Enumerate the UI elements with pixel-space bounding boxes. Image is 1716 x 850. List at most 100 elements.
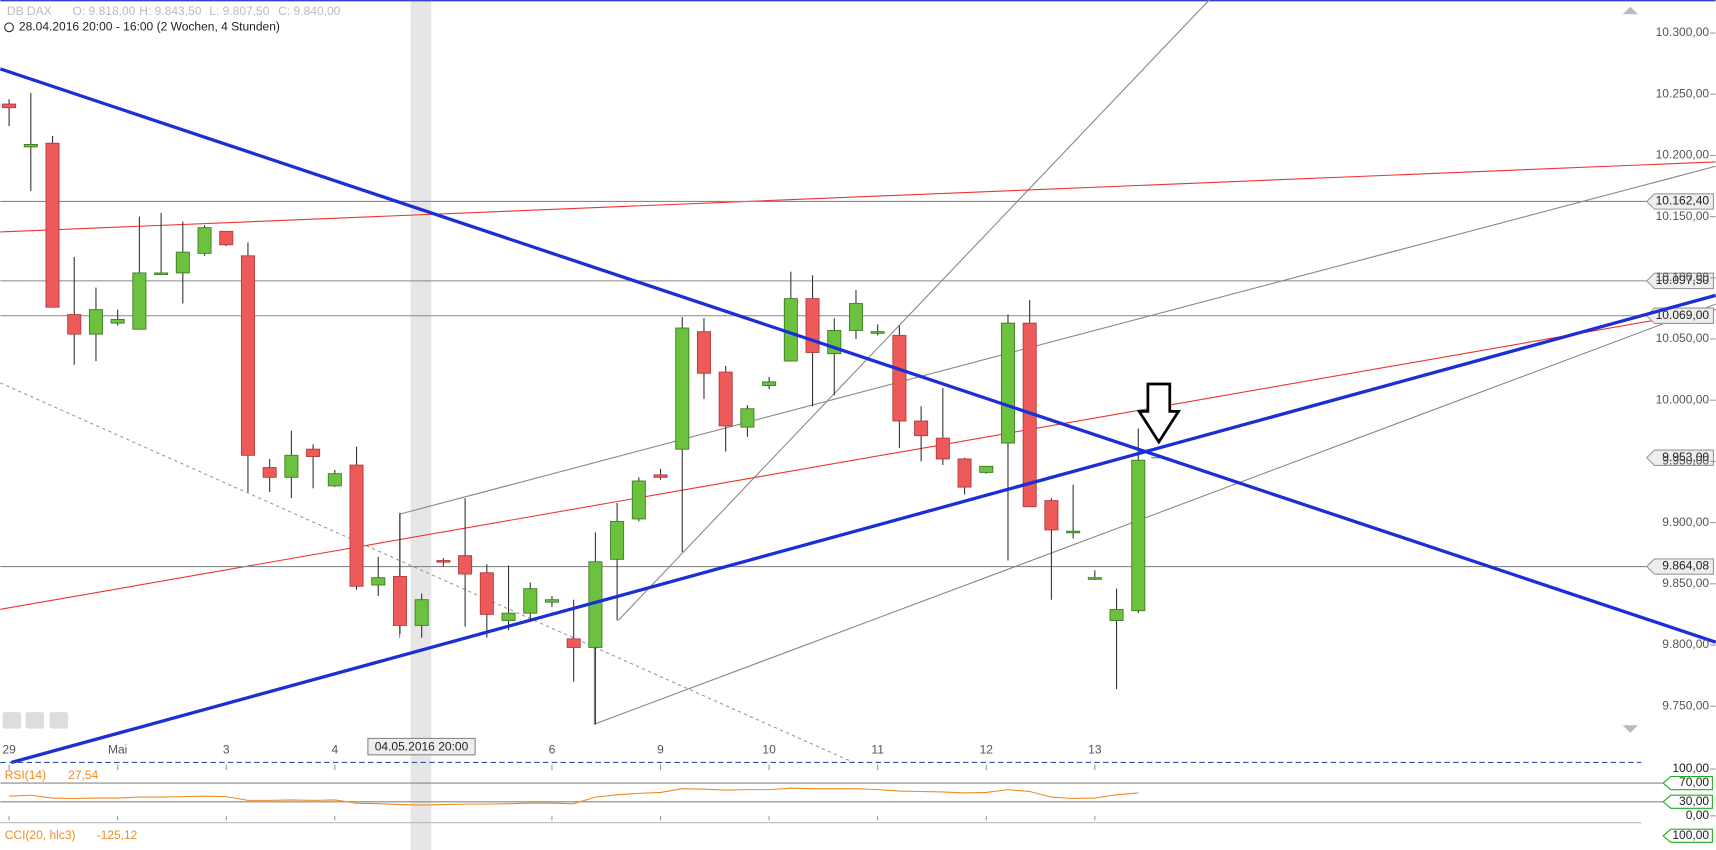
x-tick-label: 13	[1088, 743, 1102, 757]
bull-body	[110, 318, 125, 324]
x-tick-label: 4	[331, 743, 338, 757]
scroll-down[interactable]	[1622, 725, 1638, 733]
crosshair-time-box	[367, 737, 476, 756]
level-box	[1645, 558, 1715, 575]
bull-body	[979, 465, 994, 473]
drawings-top	[0, 67, 1716, 765]
bull-body	[371, 577, 386, 586]
bear-body	[349, 464, 364, 587]
bear-body	[805, 298, 820, 353]
bull-body	[197, 227, 212, 254]
levels: 10.162,40 10.097,50 10.069,00 9.864,08 9.953…	[0, 193, 1715, 575]
y-tick-label: 10.250,00	[1656, 86, 1710, 100]
x-tick-label: 3	[223, 743, 230, 757]
bear-body	[2, 103, 17, 109]
y-tick-label: 10.150,00	[1656, 209, 1710, 223]
channel-lower	[593, 303, 1716, 725]
y-tick-label: 9.800,00	[1662, 637, 1709, 651]
x-tick-label: 6	[549, 743, 556, 757]
scroll-up[interactable]	[1622, 6, 1638, 15]
bull-body	[848, 303, 863, 331]
high: H: 9.843,50	[139, 4, 201, 18]
bull-body	[23, 143, 38, 148]
x-tick-label: 12	[980, 743, 994, 757]
level-box	[1645, 307, 1715, 324]
bull-body	[1066, 530, 1081, 534]
crosshair-price-label: 9.953,00	[1662, 450, 1709, 464]
bear-body	[45, 142, 60, 308]
bear-body	[392, 576, 407, 626]
level-box	[1645, 193, 1715, 210]
bear-body	[306, 448, 321, 457]
red-trendline	[0, 309, 1716, 610]
bear-body	[957, 458, 972, 488]
bear-body	[219, 230, 234, 246]
level-label: 10.069,00	[1656, 308, 1710, 322]
x-tick-label: 9	[657, 743, 664, 757]
rsi-tick-label: 100,00	[1672, 761, 1709, 775]
drawings	[0, 0, 1716, 763]
arrow	[1136, 382, 1182, 445]
bull-body	[154, 272, 169, 276]
x-tick-label: 11	[871, 743, 884, 757]
level-label: 9.864,08	[1662, 559, 1709, 573]
y-tick-label: 9.850,00	[1662, 576, 1709, 590]
bear-body	[67, 314, 82, 335]
x-tick-label: 29	[2, 743, 16, 757]
cci-last: -125,12	[97, 828, 138, 842]
bull-body	[762, 381, 777, 386]
candles	[2, 93, 1146, 725]
bull-body	[132, 272, 147, 330]
bull-body	[414, 599, 429, 626]
rsi-level-box	[1662, 775, 1713, 791]
bear-body	[914, 420, 929, 437]
bull-body	[1000, 322, 1015, 444]
red-trendline	[0, 161, 1716, 233]
y-tick-label: 10.100,00	[1656, 270, 1710, 284]
bull-body	[88, 309, 103, 335]
close: C: 9.840,00	[278, 4, 340, 18]
bull-body	[1109, 609, 1124, 621]
bull-body	[1131, 459, 1146, 612]
bull-body	[175, 251, 190, 274]
cci-tick-label: 100,00	[1672, 828, 1709, 842]
bull-body	[740, 408, 755, 428]
clock-icon	[4, 22, 15, 33]
y-tick-label: 10.300,00	[1656, 25, 1710, 39]
grey-trendline	[618, 0, 1210, 621]
rsi-tick-label: 70,00	[1679, 775, 1709, 789]
bull-body	[631, 480, 646, 520]
bear-body	[262, 467, 277, 478]
bear-body	[935, 437, 950, 460]
x-tick-label: 10	[762, 743, 776, 757]
bull-body	[523, 588, 538, 614]
rsi-tick-label: 0,00	[1686, 808, 1710, 822]
bull-body	[610, 520, 625, 560]
y-tick-label: 9.750,00	[1662, 698, 1709, 712]
crosshair-band	[410, 0, 432, 850]
crosshair-price-box	[1645, 449, 1715, 466]
tool-button[interactable]	[2, 712, 22, 729]
symbol: DB DAX	[7, 4, 52, 18]
y-tick-label: 10.200,00	[1656, 148, 1710, 162]
tool-button[interactable]	[49, 712, 69, 729]
y-tick-label: 10.000,00	[1656, 392, 1710, 406]
bull-body	[327, 473, 342, 487]
bull-body	[675, 327, 690, 450]
y-tick-label: 10.050,00	[1656, 331, 1710, 345]
y-tick-label: 9.950,00	[1662, 454, 1709, 468]
blue-trendline	[10, 293, 1716, 765]
rsi-line	[9, 787, 1139, 806]
range: 28.04.2016 20:00 - 16:00 (2 Wochen, 4 St…	[19, 20, 280, 34]
bear-body	[892, 334, 907, 422]
tool-button[interactable]	[25, 712, 45, 729]
bear-body	[436, 560, 451, 563]
level-box	[1645, 272, 1715, 290]
level-label: 10.097,50	[1656, 273, 1710, 287]
bear-body	[479, 572, 494, 615]
toolbar	[2, 712, 69, 729]
cci-level-box	[1662, 828, 1713, 843]
x-tick-label: Mai	[108, 743, 127, 757]
